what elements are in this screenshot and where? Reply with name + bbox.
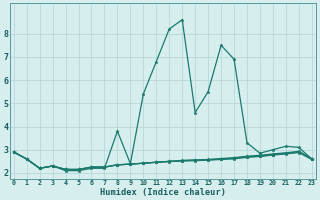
X-axis label: Humidex (Indice chaleur): Humidex (Indice chaleur) xyxy=(100,188,226,197)
